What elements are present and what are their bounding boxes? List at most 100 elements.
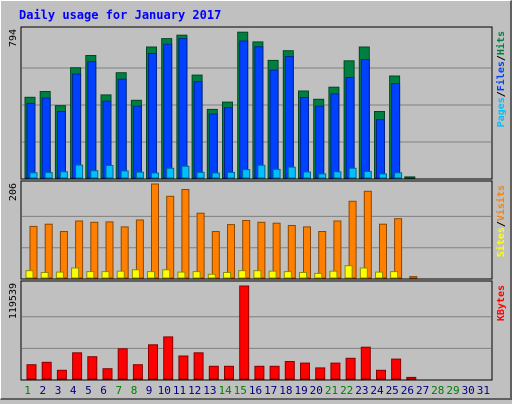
legend-part: KBytes (496, 285, 507, 321)
bar-visits-sites-5 (86, 271, 95, 279)
day-label-28: 28 (431, 384, 444, 397)
panel-hits-legend: Pages/Files/Hits (495, 31, 507, 127)
day-label-19: 19 (294, 384, 307, 397)
bar-visits-visits-13 (211, 231, 220, 279)
bar-kbytes-kbytes-24 (376, 369, 386, 380)
panel-visits-area (20, 180, 493, 280)
bar-visits-visits-17 (272, 222, 281, 279)
bar-hits-files-20 (315, 105, 325, 179)
bar-visits-visits-20 (318, 231, 327, 279)
bar-visits-sites-22 (344, 265, 353, 279)
day-label-13: 13 (203, 384, 216, 397)
bar-hits-pages-8 (135, 171, 144, 179)
bar-visits-visits-24 (379, 223, 387, 279)
day-label-23: 23 (355, 384, 368, 397)
bar-hits-pages-19 (303, 171, 311, 179)
bar-hits-files-3 (56, 111, 66, 179)
bar-visits-visits-14 (227, 224, 235, 279)
bar-kbytes-kbytes-19 (300, 362, 310, 380)
bar-hits-files-11 (178, 38, 188, 179)
bar-hits-pages-9 (151, 172, 159, 179)
bar-visits-sites-24 (375, 271, 383, 279)
bar-visits-visits-6 (105, 221, 114, 279)
bar-hits-files-18 (284, 56, 294, 179)
bar-kbytes-kbytes-16 (254, 365, 265, 380)
bar-hits-pages-5 (90, 170, 99, 179)
bar-visits-sites-21 (329, 270, 338, 279)
legend-part: Pages (496, 97, 507, 127)
bar-hits-hits-26 (404, 176, 416, 179)
bar-kbytes-kbytes-3 (56, 369, 67, 380)
bar-visits-sites-18 (283, 271, 292, 279)
bar-visits-visits-21 (333, 220, 342, 279)
bar-hits-pages-20 (318, 173, 327, 179)
bar-visits-sites-8 (131, 269, 140, 279)
day-label-29: 29 (446, 384, 459, 397)
bar-hits-files-15 (239, 40, 249, 179)
bar-hits-pages-16 (257, 164, 266, 179)
bar-kbytes-kbytes-14 (224, 365, 234, 380)
panel-kbytes-area (20, 280, 493, 381)
bar-kbytes-kbytes-10 (163, 336, 174, 380)
bar-visits-visits-5 (90, 221, 99, 279)
day-label-5: 5 (85, 384, 92, 397)
bar-hits-pages-22 (348, 167, 357, 179)
bar-visits-sites-20 (314, 272, 323, 279)
bar-kbytes-kbytes-25 (391, 358, 402, 380)
chart-title: Daily usage for January 2017 (19, 8, 221, 22)
bar-visits-visits-2 (44, 223, 53, 279)
bar-hits-pages-21 (333, 171, 342, 179)
bar-hits-files-19 (300, 97, 309, 179)
bar-hits-pages-3 (59, 171, 68, 179)
bar-hits-pages-2 (44, 172, 53, 179)
bar-hits-files-22 (345, 77, 355, 179)
panel-hits-ymax-label: 794 (8, 29, 19, 47)
bar-kbytes-kbytes-23 (360, 346, 371, 380)
legend-part: / (496, 91, 507, 97)
panel-kbytes-legend: KBytes (496, 285, 507, 321)
legend-part: Visits (495, 185, 507, 221)
bar-visits-sites-15 (238, 270, 247, 279)
bar-hits-files-7 (117, 78, 127, 179)
bar-kbytes-kbytes-20 (315, 367, 326, 380)
day-label-22: 22 (340, 384, 353, 397)
bar-hits-files-2 (41, 97, 51, 179)
bar-hits-pages-25 (394, 172, 403, 179)
bar-kbytes-kbytes-5 (87, 356, 98, 380)
day-label-31: 31 (477, 384, 490, 397)
bar-visits-visits-11 (181, 189, 190, 279)
bar-kbytes-kbytes-11 (178, 355, 189, 380)
bar-visits-sites-1 (25, 270, 34, 279)
bar-visits-sites-6 (101, 271, 110, 279)
bar-hits-pages-18 (287, 166, 296, 179)
bar-hits-files-8 (132, 105, 142, 179)
bar-visits-visits-3 (59, 231, 68, 279)
bar-visits-visits-7 (120, 226, 129, 279)
bar-hits-files-1 (26, 102, 36, 179)
bar-hits-pages-10 (166, 167, 175, 179)
day-label-12: 12 (188, 384, 201, 397)
legend-part: Hits (495, 31, 507, 55)
day-label-14: 14 (218, 384, 232, 397)
day-label-20: 20 (310, 384, 323, 397)
day-label-30: 30 (462, 384, 475, 397)
day-label-1: 1 (24, 384, 31, 397)
legend-part: Files (495, 61, 507, 91)
legend-part: / (496, 55, 507, 61)
bar-hits-pages-24 (379, 173, 387, 179)
bar-visits-visits-10 (166, 195, 175, 279)
day-label-15: 15 (234, 384, 247, 397)
bar-visits-visits-12 (196, 212, 205, 279)
bar-visits-sites-4 (71, 267, 80, 279)
bar-kbytes-kbytes-6 (102, 368, 113, 380)
bar-hits-files-24 (376, 119, 385, 179)
bar-kbytes-kbytes-17 (269, 365, 280, 380)
bar-kbytes-kbytes-8 (132, 364, 143, 380)
day-label-27: 27 (416, 384, 429, 397)
bar-kbytes-kbytes-7 (117, 348, 128, 380)
bar-hits-pages-14 (227, 171, 235, 179)
panel-kbytes-ymax-label: 119539 (8, 283, 19, 319)
bar-visits-visits-26 (409, 276, 418, 279)
bar-kbytes-kbytes-12 (193, 352, 204, 380)
